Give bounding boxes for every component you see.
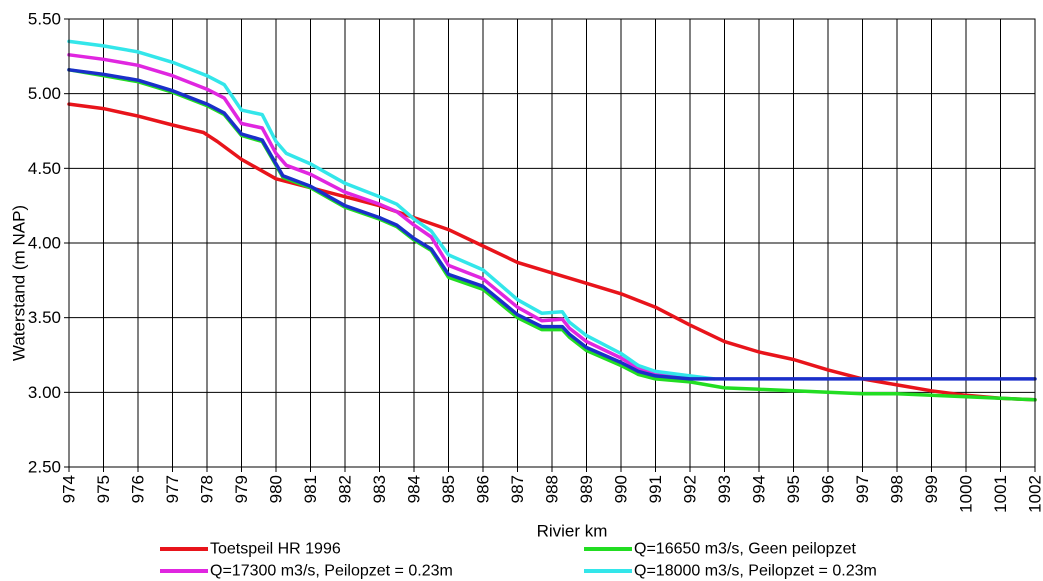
x-tick-label: 992 — [681, 475, 700, 503]
y-tick-label: 4.50 — [28, 159, 61, 178]
x-tick-label: 989 — [577, 475, 596, 503]
x-tick-label: 981 — [301, 475, 320, 503]
y-tick-label: 5.50 — [28, 10, 61, 29]
x-tick-label: 986 — [474, 475, 493, 503]
legend-label: Q=18000 m3/s, Peilopzet = 0.23m — [634, 563, 877, 580]
x-axis-label: Rivier km — [537, 522, 608, 541]
y-tick-label: 2.50 — [28, 458, 61, 477]
x-tick-label: 990 — [612, 475, 631, 503]
x-tick-label: 985 — [439, 475, 458, 503]
y-axis-ticks: 5.50 5.00 4.50 4.00 3.50 3.00 2.50 — [28, 10, 69, 477]
series-group — [67, 39, 1037, 402]
x-tick-label: 998 — [888, 475, 907, 503]
x-tick-label: 997 — [853, 475, 872, 503]
x-tick-label: 993 — [715, 475, 734, 503]
x-tick-label: 995 — [784, 475, 803, 503]
legend-label: Toetspeil HR 1996 — [210, 541, 341, 558]
x-tick-label: 984 — [405, 475, 424, 503]
x-tick-label: 974 — [60, 475, 79, 503]
x-tick-label: 994 — [750, 475, 769, 503]
legend-label: Q=16650 m3/s, Geen peilopzet — [634, 541, 856, 558]
x-tick-label: 978 — [198, 475, 217, 503]
x-axis-ticks: 974 975 976 977 978 979 980 981 982 983 984 985 986 9… — [60, 467, 1043, 513]
x-tick-label: 980 — [267, 475, 286, 503]
x-tick-label: 999 — [922, 475, 941, 503]
x-tick-label: 1001 — [991, 475, 1010, 513]
x-tick-label: 976 — [129, 475, 148, 503]
x-tick-label: 991 — [646, 475, 665, 503]
x-tick-label: 987 — [508, 475, 527, 503]
legend-label: Q=17300 m3/s, Peilopzet = 0.23m — [210, 563, 453, 580]
series-line-4 — [67, 39, 716, 381]
y-tick-label: 3.50 — [28, 308, 61, 327]
y-tick-label: 3.00 — [28, 383, 61, 402]
x-tick-label: 1000 — [957, 475, 976, 513]
y-axis-label: Waterstand (m NAP) — [10, 205, 29, 361]
x-tick-label: 988 — [543, 475, 562, 503]
x-tick-label: 975 — [94, 475, 113, 503]
x-tick-label: 1002 — [1026, 475, 1043, 513]
grid — [68, 18, 1036, 468]
series-line-5 — [67, 68, 1037, 381]
x-tick-label: 982 — [336, 475, 355, 503]
x-tick-label: 979 — [232, 475, 251, 503]
y-tick-label: 4.00 — [28, 234, 61, 253]
y-tick-label: 5.00 — [28, 84, 61, 103]
series-line-3 — [67, 53, 710, 381]
x-tick-label: 977 — [163, 475, 182, 503]
x-tick-label: 996 — [819, 475, 838, 503]
x-tick-label: 983 — [370, 475, 389, 503]
legend: Toetspeil HR 1996 Q=16650 m3/s, Geen peil… — [160, 541, 877, 580]
